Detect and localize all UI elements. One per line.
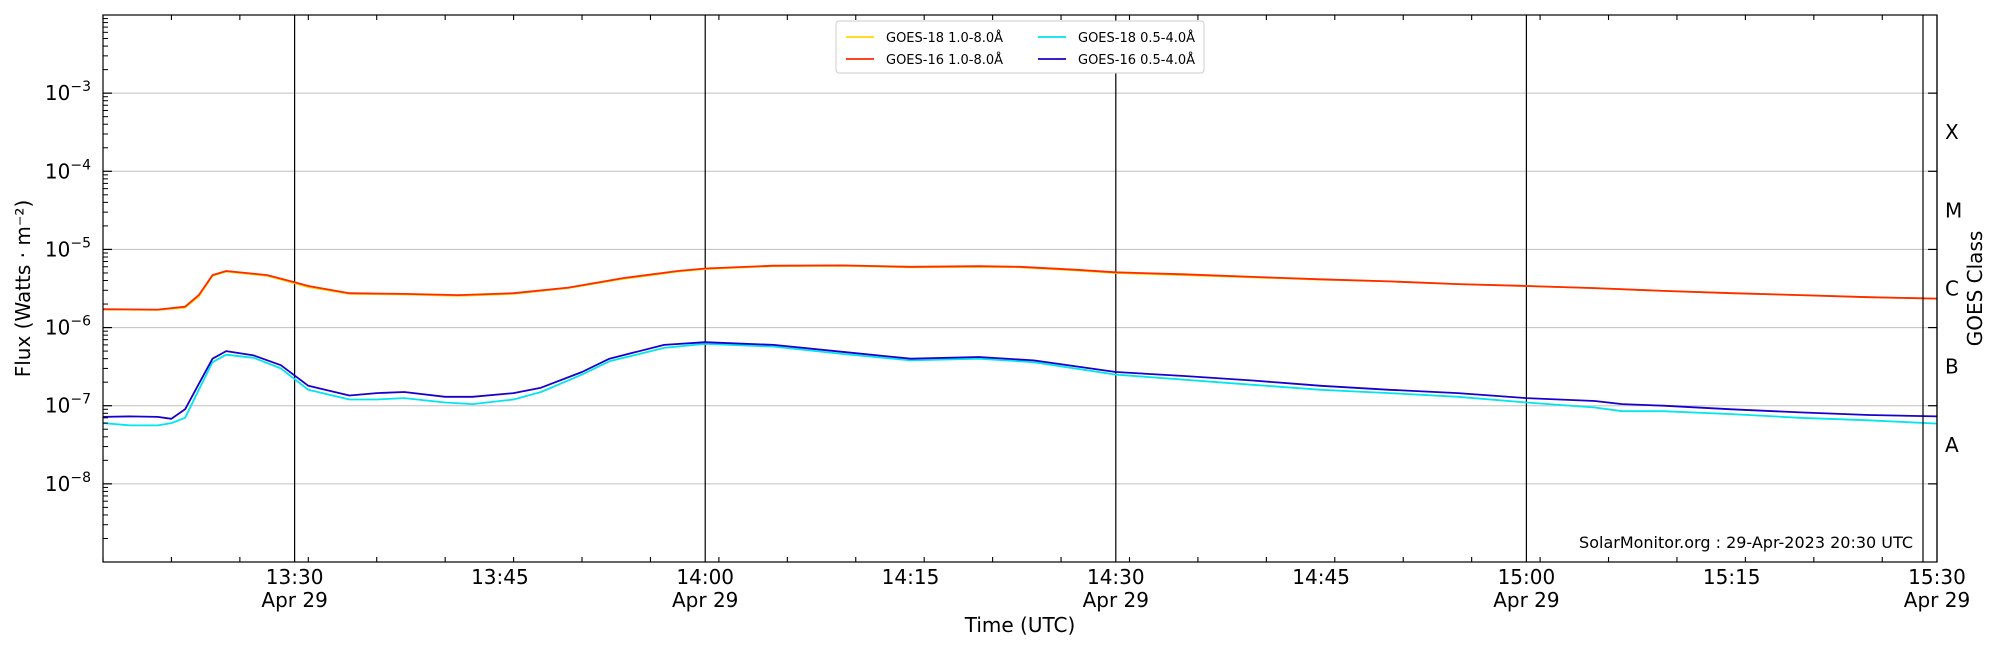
legend-label: GOES-16 0.5-4.0Å (1078, 52, 1195, 68)
y-axis-title: Flux (Watts · m⁻²) (11, 200, 35, 378)
goes-class-label: C (1945, 277, 1959, 301)
y-tick-label: 10−6 (45, 314, 91, 340)
y-tick-label: 10−7 (45, 392, 91, 418)
goes-class-label: M (1945, 198, 1962, 222)
series-layer (102, 264, 1938, 427)
goes-class-axis: A B C M X (1922, 15, 1962, 562)
x-tick-label: 13:45 (471, 565, 529, 589)
x-axis-title: Time (UTC) (964, 613, 1076, 637)
x-tick-label: 13:30 (266, 565, 324, 589)
x-tick-date-label: Apr 29 (1904, 588, 1970, 612)
x-tick-label: 15:15 (1703, 565, 1761, 589)
credit-text: SolarMonitor.org : 29-Apr-2023 20:30 UTC (1579, 533, 1913, 552)
legend-label: GOES-18 0.5-4.0Å (1078, 30, 1195, 46)
x-tick-date-label: Apr 29 (672, 588, 738, 612)
goes-class-label: A (1945, 433, 1959, 457)
x-tick-label: 15:30 (1908, 565, 1966, 589)
y-tick-label: 10−4 (45, 157, 91, 183)
grid-layer (103, 92, 1937, 485)
y-tick-label: 10−8 (45, 470, 91, 496)
goes-class-label: B (1945, 355, 1959, 379)
legend-box (835, 20, 1205, 74)
x-tick-label: 14:45 (1292, 565, 1350, 589)
y-axis-ticks: 10−8 10−7 10−6 10−5 10−4 10−3 (45, 18, 112, 539)
x-tick-label: 14:15 (882, 565, 940, 589)
right-axis-title: GOES Class (1963, 231, 1987, 347)
x-tick-date-label: Apr 29 (261, 588, 327, 612)
x-tick-label: 15:00 (1498, 565, 1556, 589)
series-line-3 (102, 341, 1938, 420)
x-tick-date-label: Apr 29 (1493, 588, 1559, 612)
goes-class-label: X (1945, 120, 1959, 144)
x-tick-label: 14:30 (1087, 565, 1145, 589)
legend: GOES-18 1.0-8.0Å GOES-16 1.0-8.0Å GOES-18 … (835, 20, 1205, 74)
series-line-2 (102, 264, 1938, 311)
legend-label: GOES-16 1.0-8.0Å (886, 52, 1003, 68)
vertical-day-lines (294, 15, 1938, 562)
series-line-0 (102, 265, 1938, 311)
plot-frame (102, 14, 1938, 563)
y-tick-label: 10−5 (45, 235, 91, 261)
y-tick-label: 10−3 (45, 79, 91, 105)
x-tick-label: 14:00 (676, 565, 734, 589)
legend-label: GOES-18 1.0-8.0Å (886, 30, 1003, 46)
x-tick-date-label: Apr 29 (1083, 588, 1149, 612)
series-line-1 (102, 342, 1938, 427)
